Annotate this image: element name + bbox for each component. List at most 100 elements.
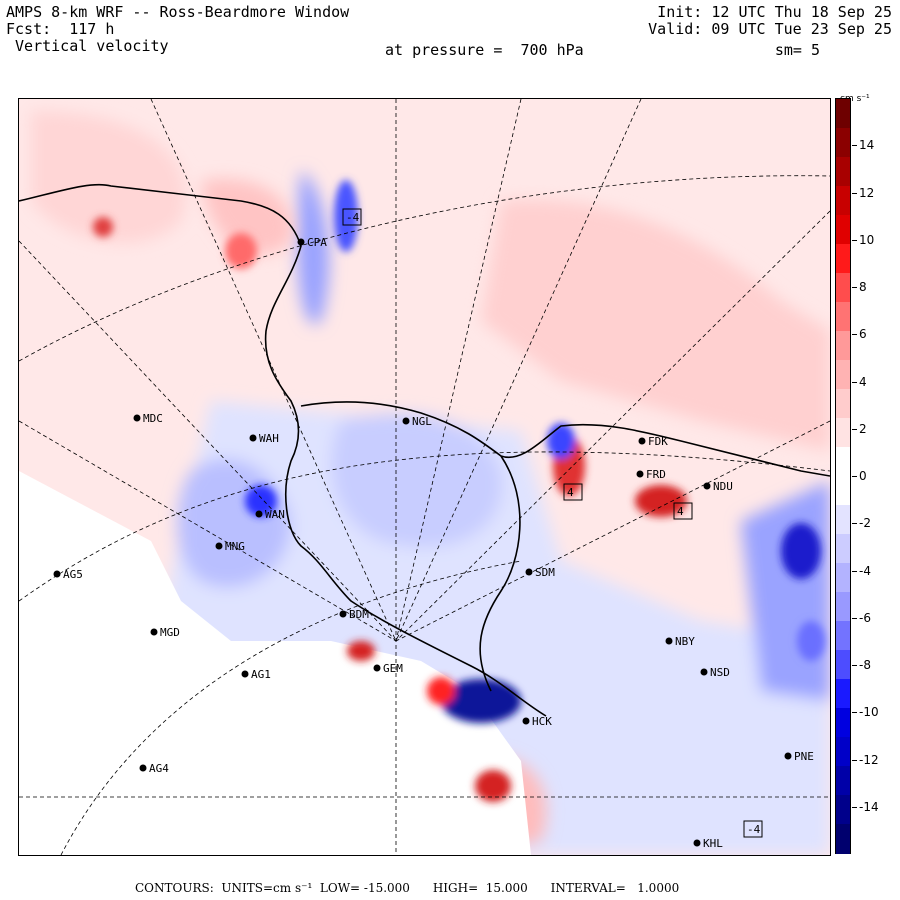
- colorbar-tick-label: 10: [859, 232, 875, 247]
- colorbar-segment: [836, 534, 850, 564]
- colorbar-tick-label: 6: [859, 327, 867, 342]
- valid-time: Valid: 09 UTC Tue 23 Sep 25: [648, 20, 892, 38]
- map-panel[interactable]: MDC NGL WAH WAN MNG AG5 SDM BDM MGD NBY GEM AG1 NSD H…: [18, 98, 831, 856]
- colorbar-segment: [836, 215, 850, 245]
- contour-label: 4: [673, 502, 693, 520]
- station-marker: [525, 568, 533, 576]
- station-nsd[interactable]: NSD: [700, 666, 730, 679]
- station-ag5[interactable]: AG5: [53, 568, 83, 581]
- station-ngl[interactable]: NGL: [402, 415, 433, 428]
- station-label: NGL: [412, 415, 432, 428]
- station-label: FDK: [648, 435, 668, 448]
- colorbar-segment: [836, 273, 850, 303]
- station-label: HCK: [532, 715, 552, 728]
- colorbar-segment: [836, 824, 850, 854]
- colorbar-tick-label: 12: [859, 185, 875, 200]
- station-marker: [297, 238, 305, 246]
- colorbar-tick-label: 2: [859, 421, 867, 436]
- contour-info-footer: CONTOURS: UNITS=cm s⁻¹ LOW= -15.000 HIGH…: [135, 881, 680, 895]
- svg-text:4: 4: [677, 505, 684, 518]
- station-marker: [703, 482, 711, 490]
- colorbar-units: cm s⁻¹: [840, 94, 870, 104]
- station-marker: [665, 637, 673, 645]
- colorbar-tick: [852, 712, 857, 714]
- colorbar-tick-label: 14: [859, 138, 875, 153]
- contour-label: 4: [563, 483, 583, 501]
- colorbar-segment: [836, 737, 850, 767]
- station-cpa[interactable]: CPA: [297, 236, 328, 249]
- station-marker: [693, 839, 701, 847]
- colorbar-tick-label: 4: [859, 374, 867, 389]
- station-khl[interactable]: KHL: [693, 837, 724, 850]
- colorbar-segment: [836, 447, 850, 477]
- station-label: KHL: [703, 837, 723, 850]
- station-marker: [638, 437, 646, 445]
- station-marker: [241, 670, 249, 678]
- station-marker: [339, 610, 347, 618]
- colorbar-segment: [836, 128, 850, 158]
- station-bdm[interactable]: BDM: [339, 608, 370, 621]
- colorbar-tick: [852, 192, 857, 194]
- station-mng[interactable]: MNG: [215, 540, 245, 553]
- station-nby[interactable]: NBY: [665, 635, 696, 648]
- colorbar-tick-label: -4: [859, 563, 871, 578]
- station-frd[interactable]: FRD: [636, 468, 666, 481]
- station-pne[interactable]: PNE: [784, 750, 814, 763]
- station-label: PNE: [794, 750, 814, 763]
- station-ag1[interactable]: AG1: [241, 668, 271, 681]
- station-label: NDU: [713, 480, 733, 493]
- colorbar-segment: [836, 418, 850, 448]
- colorbar-tick-label: -10: [859, 705, 879, 720]
- station-label: NSD: [710, 666, 730, 679]
- station-ag4[interactable]: AG4: [139, 762, 170, 775]
- station-ndu[interactable]: NDU: [703, 480, 733, 493]
- station-label: CPA: [307, 236, 327, 249]
- colorbar-tick-label: 8: [859, 280, 867, 294]
- station-wah[interactable]: WAH: [249, 432, 279, 445]
- colorbar-segment: [836, 679, 850, 709]
- station-marker: [402, 417, 410, 425]
- no-data-region: [19, 471, 531, 855]
- colorbar-tick: [852, 334, 857, 336]
- contour-label: -4: [342, 208, 362, 226]
- station-sdm[interactable]: SDM: [525, 566, 556, 579]
- colorbar-tick-label: -6: [859, 610, 871, 625]
- station-marker: [133, 414, 141, 422]
- station-marker: [636, 470, 644, 478]
- colorbar-tick: [852, 806, 857, 808]
- colorbar-tick-label: -12: [859, 752, 879, 767]
- station-hck[interactable]: HCK: [522, 715, 553, 728]
- colorbar-segment: [836, 331, 850, 361]
- station-marker: [215, 542, 223, 550]
- colorbar-tick: [852, 381, 857, 383]
- station-marker: [522, 717, 530, 725]
- colorbar-tick: [852, 570, 857, 572]
- colorbar-tick: [852, 145, 857, 147]
- colorbar-tick: [852, 523, 857, 525]
- station-wan[interactable]: WAN: [255, 508, 285, 521]
- header-left: AMPS 8-km WRF -- Ross-Beardmore Window Fc…: [6, 4, 349, 55]
- station-label: NBY: [675, 635, 695, 648]
- contour-label: -4: [743, 820, 763, 838]
- negative-field-region: [161, 171, 830, 855]
- colorbar-segment: [836, 302, 850, 332]
- station-marker: [784, 752, 792, 760]
- pressure-level: at pressure = 700 hPa: [385, 41, 584, 59]
- colorbar-segment: [836, 186, 850, 216]
- station-marker: [373, 664, 381, 672]
- vertical-velocity-map[interactable]: MDC NGL WAH WAN MNG AG5 SDM BDM MGD NBY GEM AG1 NSD H…: [19, 99, 830, 855]
- colorbar-segment: [836, 99, 850, 129]
- colorbar-tick-label: -2: [859, 516, 871, 531]
- stations-layer: MDC NGL WAH WAN MNG AG5 SDM BDM MGD NBY GEM AG1 NSD H…: [53, 236, 814, 850]
- station-mgd[interactable]: MGD: [150, 626, 180, 639]
- colorbar-tick: [852, 665, 857, 666]
- station-label: SDM: [535, 566, 555, 579]
- colorbar-tick: [852, 759, 857, 761]
- station-label: WAN: [265, 508, 285, 521]
- station-fdk[interactable]: FDK: [638, 435, 669, 448]
- colorbar-tick: [852, 239, 857, 241]
- station-mdc[interactable]: MDC: [133, 412, 163, 425]
- colorbar-segment: [836, 476, 850, 506]
- colorbar-segment: [836, 563, 850, 593]
- station-gem[interactable]: GEM: [373, 662, 404, 675]
